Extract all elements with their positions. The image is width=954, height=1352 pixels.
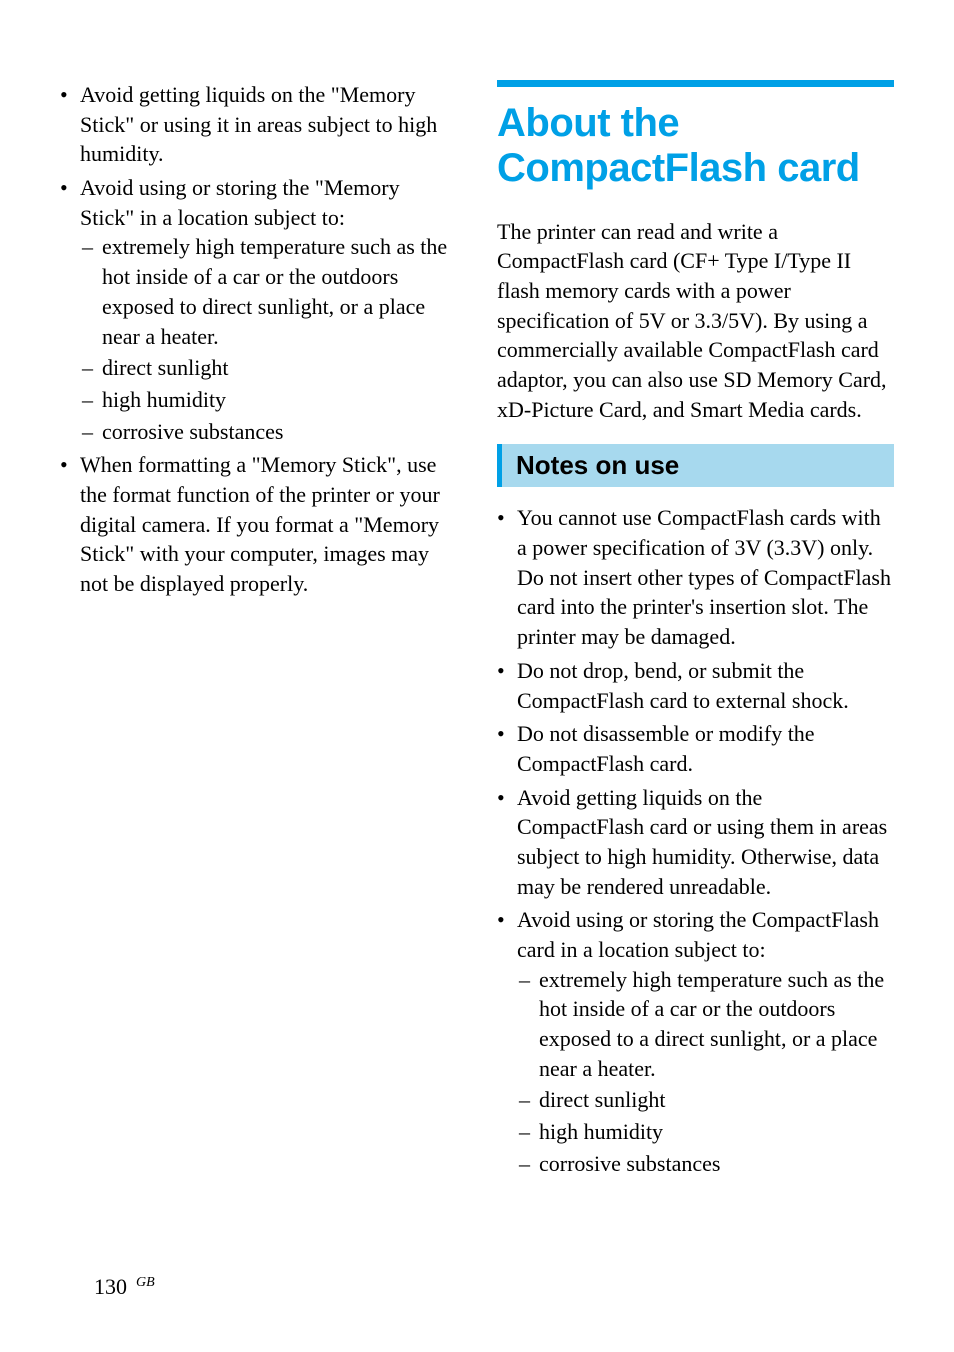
list-item: Do not disassemble or modify the Compact… [497,719,894,778]
list-item: When formatting a "Memory Stick", use th… [60,450,457,598]
sub-list-item: high humidity [80,385,457,415]
list-item: Avoid using or storing the "Memory Stick… [60,173,457,446]
list-item-text: Do not drop, bend, or submit the Compact… [517,658,849,713]
sub-list-item: direct sunlight [80,353,457,383]
page: Avoid getting liquids on the "Memory Sti… [0,0,954,1352]
sub-list: extremely high temperature such as the h… [517,965,894,1179]
list-item-text: Avoid getting liquids on the "Memory Sti… [80,82,437,166]
list-item-text: Avoid using or storing the "Memory Stick… [80,175,400,230]
sub-list-item: direct sunlight [517,1085,894,1115]
page-footer: 130 GB [94,1274,155,1300]
list-item-text: When formatting a "Memory Stick", use th… [80,452,440,596]
page-lang: GB [136,1275,155,1290]
section-title: About the CompactFlash card [497,101,894,191]
sub-heading: Notes on use [516,450,882,481]
page-number: 130 [94,1274,127,1299]
sub-list-item: extremely high temperature such as the h… [80,232,457,351]
sub-list-item: extremely high temperature such as the h… [517,965,894,1084]
sub-heading-box: Notes on use [497,444,894,487]
left-column: Avoid getting liquids on the "Memory Sti… [60,80,457,1312]
list-item: Avoid getting liquids on the CompactFlas… [497,783,894,902]
list-item: Do not drop, bend, or submit the Compact… [497,656,894,715]
intro-paragraph: The printer can read and write a Compact… [497,217,894,425]
list-item: Avoid using or storing the CompactFlash … [497,905,894,1178]
list-item-text: Do not disassemble or modify the Compact… [517,721,815,776]
right-column: About the CompactFlash card The printer … [497,80,894,1312]
list-item: You cannot use CompactFlash cards with a… [497,503,894,651]
sub-list: extremely high temperature such as the h… [80,232,457,446]
title-rule [497,80,894,87]
list-item-text: Avoid using or storing the CompactFlash … [517,907,879,962]
memory-stick-notes-list: Avoid getting liquids on the "Memory Sti… [60,80,457,599]
list-item-text: You cannot use CompactFlash cards with a… [517,505,891,649]
compactflash-notes-list: You cannot use CompactFlash cards with a… [497,503,894,1178]
list-item: Avoid getting liquids on the "Memory Sti… [60,80,457,169]
sub-list-item: high humidity [517,1117,894,1147]
sub-list-item: corrosive substances [80,417,457,447]
two-column-layout: Avoid getting liquids on the "Memory Sti… [60,80,894,1312]
list-item-text: Avoid getting liquids on the CompactFlas… [517,785,887,899]
sub-list-item: corrosive substances [517,1149,894,1179]
